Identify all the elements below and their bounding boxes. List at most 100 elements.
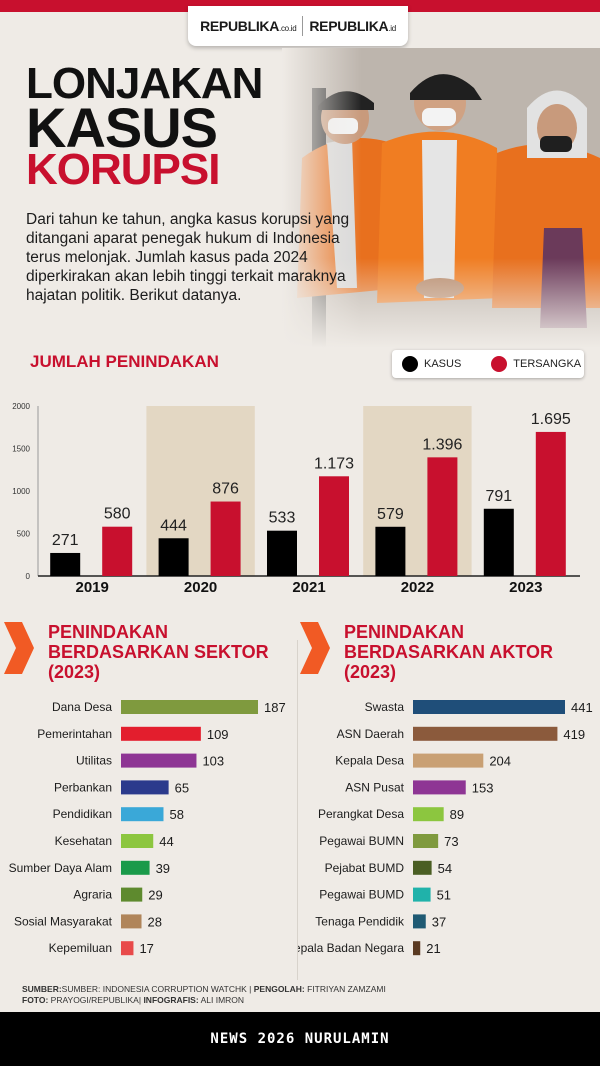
category-label: Perangkat Desa xyxy=(318,807,404,821)
data-label-kasus-2021: 533 xyxy=(269,510,296,527)
x-tick-label-2019: 2019 xyxy=(76,579,109,596)
chevron-sektor-icon xyxy=(4,622,34,674)
category-label: Perbankan xyxy=(54,780,112,794)
category-label: Agraria xyxy=(73,888,112,902)
hbar-tenaga-pendidik xyxy=(413,914,426,929)
hbar-dana-desa xyxy=(121,700,258,714)
category-label: Pendidikan xyxy=(53,807,112,821)
data-label-tersangka-2022: 1.396 xyxy=(422,436,462,453)
category-label: Sumber Daya Alam xyxy=(9,861,112,875)
watermark-bar: NEWS 2026 NURULAMIN xyxy=(0,1012,600,1066)
hbar-pegawai-bumd xyxy=(413,887,431,902)
bar-tersangka-2023 xyxy=(535,431,566,576)
hbar-kepala-badan-negara xyxy=(413,941,421,956)
category-label: Pemerintahan xyxy=(37,727,112,741)
value-label: 441 xyxy=(571,700,593,715)
value-label: 17 xyxy=(139,941,153,956)
value-label: 29 xyxy=(148,888,162,903)
intro-paragraph: Dari tahun ke tahun, angka kasus korupsi… xyxy=(26,211,350,304)
value-label: 65 xyxy=(175,780,189,795)
section-title-aktor: PENINDAKAN BERDASARKAN AKTOR (2023) xyxy=(344,622,554,682)
hbar-chart-aktor: Swasta 441 ASN Daerah 419 Kepala Desa 204 ASN … xyxy=(298,700,593,956)
title-line-3: KORUPSI xyxy=(26,145,220,194)
value-label: 187 xyxy=(264,700,286,715)
legend-kasus-label: KASUS xyxy=(424,358,462,370)
data-label-kasus-2023: 791 xyxy=(485,488,512,505)
chart-legend: KASUS TERSANGKA xyxy=(392,350,584,378)
section-title-jumlah-penindakan: JUMLAH PENINDAKAN xyxy=(30,352,219,371)
hbar-perbankan xyxy=(121,780,169,795)
hbar-sosial-masyarakat xyxy=(121,914,142,929)
x-tick-label-2022: 2022 xyxy=(401,579,434,596)
legend-kasus-swatch xyxy=(402,356,418,372)
section-title-sektor: PENINDAKAN BERDASARKAN SEKTOR (2023) xyxy=(48,622,269,682)
hbar-utilitas xyxy=(121,753,197,768)
value-label: 89 xyxy=(450,807,464,822)
logo-republika-coid: REPUBLIKA.co.id xyxy=(200,18,297,34)
bar-kasus-2022 xyxy=(375,526,406,576)
bar-chart-jumlah-penindakan: 0 500 1000 1500 2000 271 580 2019 444 876 2020 533 1… xyxy=(12,402,580,596)
hbar-pendidikan xyxy=(121,807,164,822)
category-label: Tenaga Pendidik xyxy=(315,914,405,928)
logo-separator xyxy=(302,16,304,36)
bar-tersangka-2022 xyxy=(427,457,458,576)
category-label: Kepala Desa xyxy=(335,754,404,768)
category-label: Kesehatan xyxy=(55,834,112,848)
category-label: Pegawai BUMD xyxy=(319,888,404,902)
hbar-pejabat-bumd xyxy=(413,860,432,875)
bar-tersangka-2021 xyxy=(319,476,349,576)
data-label-kasus-2019: 271 xyxy=(52,532,79,549)
hbar-pegawai-bumn xyxy=(413,834,439,848)
value-label: 204 xyxy=(489,754,511,769)
bar-kasus-2019 xyxy=(50,552,81,576)
hbar-perangkat-desa xyxy=(413,807,444,822)
x-tick-label-2020: 2020 xyxy=(184,579,217,596)
value-label: 103 xyxy=(202,754,224,769)
x-tick-label-2023: 2023 xyxy=(509,579,542,596)
legend-tersangka-label: TERSANGKA xyxy=(513,358,582,370)
category-label: Sosial Masyarakat xyxy=(14,914,113,928)
hbar-kesehatan xyxy=(121,834,154,848)
value-label: 28 xyxy=(148,914,162,929)
value-label: 37 xyxy=(432,914,446,929)
logo-republika-id: REPUBLIKA.id xyxy=(309,18,396,34)
value-label: 44 xyxy=(159,834,173,849)
category-label: Swasta xyxy=(365,700,405,714)
hbar-kepemiluan xyxy=(121,941,134,956)
value-label: 153 xyxy=(472,780,494,795)
value-label: 54 xyxy=(438,861,452,876)
value-label: 51 xyxy=(437,888,451,903)
value-label: 73 xyxy=(444,834,458,849)
data-label-tersangka-2021: 1.173 xyxy=(314,455,354,472)
hbar-swasta xyxy=(413,700,565,714)
category-label: Pejabat BUMD xyxy=(325,861,405,875)
y-tick-label: 1500 xyxy=(12,445,30,454)
bar-kasus-2023 xyxy=(483,508,514,576)
x-tick-label-2021: 2021 xyxy=(292,579,325,596)
y-tick-label: 2000 xyxy=(12,402,30,411)
y-tick-label: 0 xyxy=(26,572,31,581)
category-label: Pegawai BUMN xyxy=(319,834,404,848)
data-label-kasus-2022: 579 xyxy=(377,506,404,523)
hbar-sumber-daya-alam xyxy=(121,860,150,875)
category-label: Dana Desa xyxy=(52,700,112,714)
value-label: 21 xyxy=(426,941,440,956)
hbar-kepala-desa xyxy=(413,753,484,768)
bar-tersangka-2019 xyxy=(102,526,133,576)
y-tick-label: 500 xyxy=(17,530,31,539)
legend-tersangka-swatch xyxy=(491,356,508,372)
category-label: Utilitas xyxy=(76,754,112,768)
hbar-pemerintahan xyxy=(121,726,201,741)
credits-footer: SUMBER:SUMBER: INDONESIA CORRUPTION WATC… xyxy=(22,984,386,1005)
publisher-logo: REPUBLIKA.co.id REPUBLIKA.id xyxy=(188,6,408,46)
y-tick-label: 1000 xyxy=(12,487,30,496)
suspects-photo xyxy=(282,48,600,348)
hbar-asn-daerah xyxy=(413,726,558,741)
value-label: 58 xyxy=(169,807,183,822)
bar-kasus-2021 xyxy=(267,530,297,576)
value-label: 109 xyxy=(207,727,229,742)
hbar-asn-pusat xyxy=(413,780,466,795)
category-label: Kepala Badan Negara xyxy=(298,941,404,955)
watermark-text: NEWS 2026 NURULAMIN xyxy=(210,1031,390,1047)
bar-kasus-2020 xyxy=(158,538,189,576)
